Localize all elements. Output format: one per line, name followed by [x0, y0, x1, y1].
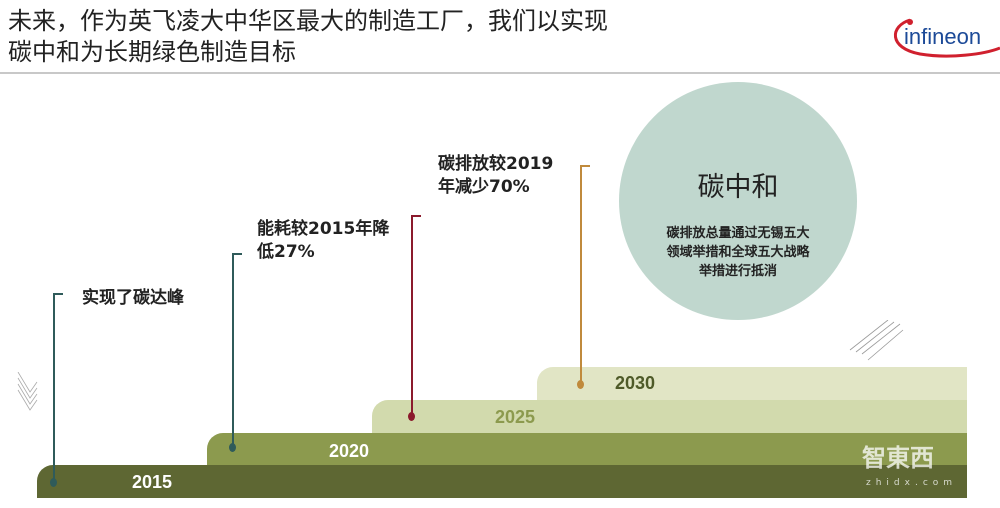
goal-title: 碳中和: [697, 172, 779, 203]
year-2030: 2030: [615, 373, 656, 393]
callout-tick: [53, 293, 63, 295]
bar-2025: [372, 400, 967, 434]
title-line: 碳中和为长期绿色制造目标: [8, 38, 296, 66]
callout-line: [580, 165, 582, 383]
callout-dot: [229, 443, 236, 452]
divider: [0, 72, 1000, 74]
year-2025: 2025: [495, 407, 536, 427]
milestone-2025-label: 碳排放较2019 年减少70%: [438, 153, 553, 199]
infineon-logo: infineon: [893, 18, 1000, 58]
callout-line: [53, 293, 55, 483]
svg-text:infineon: infineon: [904, 24, 981, 49]
bar-2030: [537, 367, 967, 401]
watermark-sub: zhidx.com: [866, 478, 958, 488]
callout-tick: [580, 165, 590, 167]
label-line: 低27%: [257, 242, 315, 262]
milestone-2015-label: 实现了碳达峰: [82, 288, 184, 308]
page-title: 未来，作为英飞凌大中华区最大的制造工厂，我们以实现 碳中和为长期绿色制造目标: [8, 6, 608, 68]
carbon-neutral-circle: [619, 82, 857, 320]
callout-dot: [50, 478, 57, 487]
callout-dot: [408, 412, 415, 421]
label-line: 年减少70%: [438, 177, 530, 197]
desc-line: 举措进行抵消: [698, 264, 777, 279]
bar-2015: [37, 465, 967, 498]
decor-lines-icon: [17, 372, 38, 411]
year-2015: 2015: [132, 472, 173, 492]
callout-dot: [577, 380, 584, 389]
label-line: 碳排放较2019: [438, 154, 554, 174]
goal-description: 碳排放总量通过无锡五大 领域举措和全球五大战略 举措进行抵消: [660, 224, 816, 281]
callout-tick: [411, 215, 421, 217]
milestone-2020-label: 能耗较2015年降 低27%: [257, 218, 389, 264]
watermark: 智東西: [862, 444, 934, 472]
decor-lines-icon: [849, 320, 904, 361]
desc-line: 碳排放总量通过无锡五大: [666, 226, 810, 241]
label-line: 能耗较2015年降: [257, 219, 390, 239]
title-line: 未来，作为英飞凌大中华区最大的制造工厂，我们以实现: [8, 7, 608, 35]
callout-line: [411, 215, 413, 415]
bar-2020: [207, 433, 967, 466]
desc-line: 领域举措和全球五大战略: [666, 245, 810, 260]
callout-tick: [232, 253, 242, 255]
year-2020: 2020: [329, 441, 370, 461]
callout-line: [232, 253, 234, 447]
